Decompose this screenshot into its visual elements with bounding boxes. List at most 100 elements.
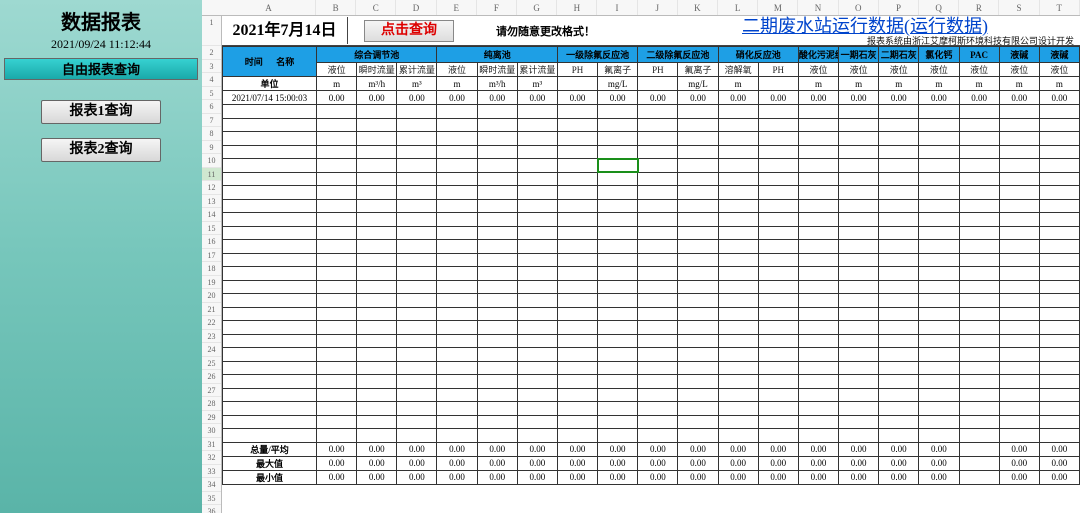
empty-cell[interactable]: [357, 145, 397, 159]
empty-cell[interactable]: [638, 118, 678, 132]
empty-cell[interactable]: [678, 402, 718, 416]
table-row[interactable]: [223, 186, 1080, 200]
empty-cell[interactable]: [1039, 361, 1079, 375]
empty-cell[interactable]: [477, 159, 517, 173]
empty-cell[interactable]: [557, 213, 597, 227]
empty-cell[interactable]: [223, 118, 317, 132]
empty-cell[interactable]: [223, 226, 317, 240]
empty-cell[interactable]: [758, 348, 798, 362]
empty-cell[interactable]: [718, 361, 758, 375]
empty-cell[interactable]: [357, 186, 397, 200]
empty-cell[interactable]: [758, 375, 798, 389]
empty-cell[interactable]: [678, 375, 718, 389]
empty-cell[interactable]: [919, 145, 959, 159]
empty-cell[interactable]: [598, 226, 638, 240]
row-number[interactable]: 33: [202, 465, 221, 479]
empty-cell[interactable]: [598, 199, 638, 213]
empty-cell[interactable]: [678, 240, 718, 254]
empty-cell[interactable]: [879, 307, 919, 321]
empty-cell[interactable]: [1039, 294, 1079, 308]
empty-cell[interactable]: [317, 294, 357, 308]
empty-cell[interactable]: [437, 159, 477, 173]
empty-cell[interactable]: [638, 294, 678, 308]
empty-cell[interactable]: [718, 375, 758, 389]
col-letter[interactable]: C: [356, 0, 396, 15]
col-letter[interactable]: B: [316, 0, 356, 15]
empty-cell[interactable]: [839, 267, 879, 281]
row-number[interactable]: 29: [202, 411, 221, 425]
empty-cell[interactable]: [557, 402, 597, 416]
empty-cell[interactable]: [557, 375, 597, 389]
empty-cell[interactable]: [437, 105, 477, 119]
empty-cell[interactable]: [758, 321, 798, 335]
empty-cell[interactable]: [557, 267, 597, 281]
row-number[interactable]: 4: [202, 73, 221, 87]
empty-cell[interactable]: [678, 294, 718, 308]
empty-cell[interactable]: [317, 159, 357, 173]
empty-cell[interactable]: [678, 199, 718, 213]
empty-cell[interactable]: [517, 361, 557, 375]
empty-cell[interactable]: [223, 186, 317, 200]
empty-cell[interactable]: [959, 186, 999, 200]
data-cell[interactable]: 0.00: [638, 91, 678, 105]
empty-cell[interactable]: [959, 280, 999, 294]
empty-cell[interactable]: [223, 159, 317, 173]
empty-cell[interactable]: [798, 280, 838, 294]
empty-cell[interactable]: [437, 402, 477, 416]
empty-cell[interactable]: [758, 334, 798, 348]
empty-cell[interactable]: [638, 361, 678, 375]
empty-cell[interactable]: [397, 429, 437, 443]
empty-cell[interactable]: [397, 105, 437, 119]
empty-cell[interactable]: [357, 213, 397, 227]
empty-cell[interactable]: [598, 334, 638, 348]
empty-cell[interactable]: [1039, 267, 1079, 281]
row-number[interactable]: 22: [202, 316, 221, 330]
empty-cell[interactable]: [839, 159, 879, 173]
empty-cell[interactable]: [317, 132, 357, 146]
row-number[interactable]: 12: [202, 181, 221, 195]
empty-cell[interactable]: [798, 429, 838, 443]
table-row[interactable]: [223, 145, 1080, 159]
empty-cell[interactable]: [798, 159, 838, 173]
empty-cell[interactable]: [317, 334, 357, 348]
empty-cell[interactable]: [959, 172, 999, 186]
report1-button[interactable]: 报表1查询: [41, 100, 161, 124]
empty-cell[interactable]: [1039, 307, 1079, 321]
empty-cell[interactable]: [798, 388, 838, 402]
empty-cell[interactable]: [223, 402, 317, 416]
table-row[interactable]: [223, 253, 1080, 267]
table-row[interactable]: [223, 334, 1080, 348]
empty-cell[interactable]: [517, 159, 557, 173]
empty-cell[interactable]: [598, 348, 638, 362]
empty-cell[interactable]: [638, 132, 678, 146]
empty-cell[interactable]: [223, 253, 317, 267]
empty-cell[interactable]: [758, 132, 798, 146]
empty-cell[interactable]: [397, 159, 437, 173]
empty-cell[interactable]: [959, 402, 999, 416]
empty-cell[interactable]: [678, 186, 718, 200]
empty-cell[interactable]: [758, 429, 798, 443]
col-letter[interactable]: J: [638, 0, 678, 15]
table-row[interactable]: [223, 226, 1080, 240]
empty-cell[interactable]: [477, 267, 517, 281]
empty-cell[interactable]: [638, 388, 678, 402]
empty-cell[interactable]: [317, 321, 357, 335]
empty-cell[interactable]: [638, 280, 678, 294]
empty-cell[interactable]: [1039, 375, 1079, 389]
empty-cell[interactable]: [557, 280, 597, 294]
empty-cell[interactable]: [598, 294, 638, 308]
col-letter[interactable]: E: [437, 0, 477, 15]
data-cell[interactable]: 0.00: [517, 91, 557, 105]
empty-cell[interactable]: [678, 226, 718, 240]
empty-cell[interactable]: [879, 375, 919, 389]
empty-cell[interactable]: [758, 294, 798, 308]
empty-cell[interactable]: [959, 307, 999, 321]
col-letter[interactable]: D: [396, 0, 436, 15]
empty-cell[interactable]: [1039, 280, 1079, 294]
empty-cell[interactable]: [477, 375, 517, 389]
empty-cell[interactable]: [959, 159, 999, 173]
empty-cell[interactable]: [798, 226, 838, 240]
empty-cell[interactable]: [317, 280, 357, 294]
row-number[interactable]: 6: [202, 100, 221, 114]
empty-cell[interactable]: [999, 321, 1039, 335]
